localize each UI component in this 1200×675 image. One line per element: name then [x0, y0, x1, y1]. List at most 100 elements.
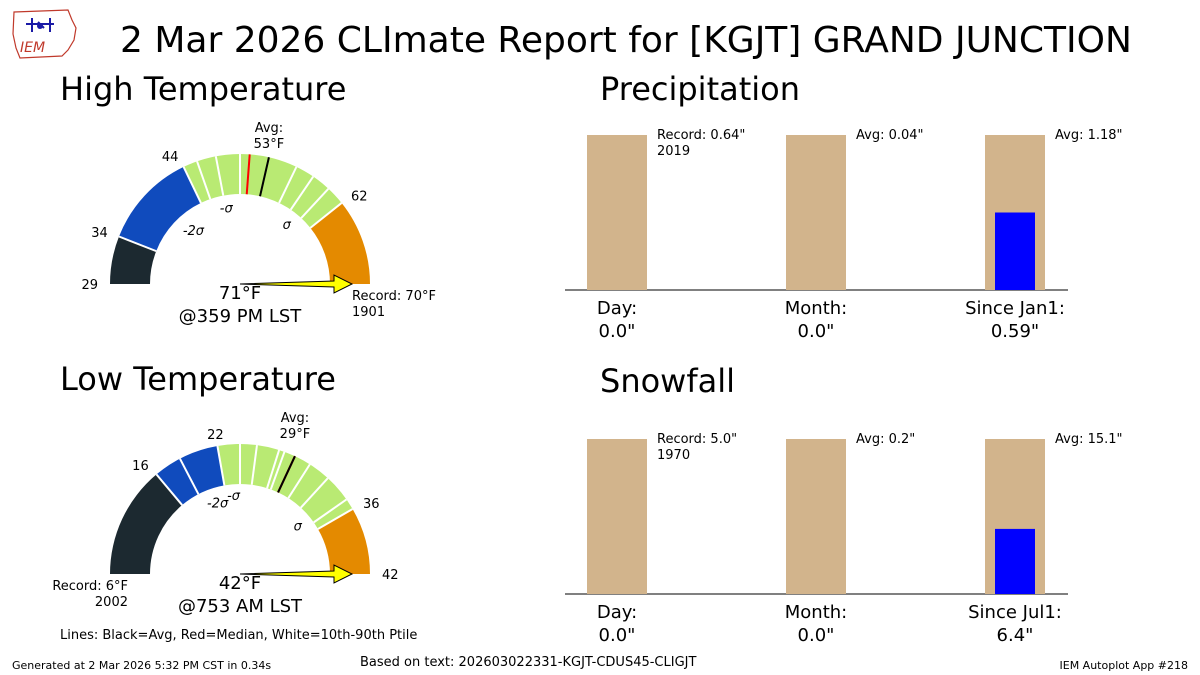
record-year: 2002	[95, 595, 128, 610]
bar-category-label: Day:	[597, 298, 637, 319]
observed-arrow-icon	[239, 564, 354, 584]
bar-category-label: Month:	[785, 602, 847, 623]
gauge-band-orange	[317, 509, 370, 574]
band-separator	[118, 235, 157, 253]
bar-category-label: Since Jul1:	[968, 602, 1062, 623]
record-label: Record: 70°F	[352, 289, 436, 304]
sigma-label: -2σ	[207, 496, 229, 511]
observed-value: 42°F	[219, 573, 261, 594]
band-separator	[216, 445, 226, 486]
bar-value-label: 6.4"	[997, 625, 1034, 646]
iem-logo: IEM	[12, 9, 77, 59]
logo-text: IEM	[20, 40, 45, 56]
percentile-line	[214, 156, 225, 196]
percentile-line	[289, 176, 315, 211]
low-temp-title: Low Temperature	[60, 360, 336, 398]
sigma-label: -σ	[227, 489, 241, 504]
bar-category-label: Since Jan1:	[965, 298, 1065, 319]
bar-annotation-year: 1970	[657, 448, 690, 463]
band-separator	[309, 202, 343, 229]
bar-value-label: 0.0"	[798, 321, 835, 342]
gauge-band-green	[217, 444, 353, 529]
avg-line	[277, 455, 296, 493]
percentile-line	[250, 444, 258, 485]
bar-value-label: 0.59"	[991, 321, 1039, 342]
bar-category-label: Day:	[597, 602, 637, 623]
gauge-tick-label: 42	[382, 568, 399, 583]
iowa-outline-icon	[12, 9, 77, 59]
gauge-band-blue	[118, 166, 201, 252]
observed-arrow-icon	[239, 274, 354, 294]
gauge-band-blue	[156, 445, 225, 506]
gauge-band-orange	[310, 202, 370, 284]
gauge-tick-label: 29	[81, 278, 98, 293]
bar-normal	[786, 439, 846, 594]
percentile-line	[269, 451, 286, 490]
bar-observed	[995, 212, 1035, 290]
sigma-label: -σ	[220, 202, 234, 217]
avg-label: Avg:	[255, 121, 283, 136]
avg-label: Avg:	[281, 411, 309, 426]
band-separator	[182, 166, 202, 204]
percentile-line	[179, 458, 200, 495]
observed-time: @753 AM LST	[178, 596, 303, 617]
gauge-tick-label: 16	[132, 459, 149, 474]
percentile-line	[266, 449, 281, 489]
observed-time: @359 PM LST	[179, 306, 303, 327]
percentile-line	[300, 188, 330, 219]
gauge-band-dark	[110, 236, 157, 284]
bar-value-label: 0.0"	[599, 321, 636, 342]
bar-annotation: Avg: 0.2"	[856, 432, 915, 447]
gauge-tick-label: 22	[207, 428, 224, 443]
bar-annotation: Avg: 1.18"	[1055, 128, 1123, 143]
bar-value-label: 0.0"	[599, 625, 636, 646]
sigma-label: σ	[283, 218, 292, 233]
record-label: Record: 6°F	[52, 579, 128, 594]
band-separator	[155, 473, 183, 506]
percentile-line	[278, 166, 298, 204]
bar-normal	[587, 439, 647, 594]
observed-value: 71°F	[219, 283, 261, 304]
bar-category-label: Month:	[785, 298, 847, 319]
precip-title: Precipitation	[600, 70, 801, 108]
gauge-tick-label: 62	[351, 189, 368, 204]
low-temp-gauge: 16 22 36 42 -2σ-σ σ Avg:29°F 42°F@753 AM LST Rec…	[52, 411, 398, 617]
gauge-tick-label: 44	[162, 150, 179, 165]
based-on-text: Based on text: 202603022331-KGJT-CDUS45-…	[360, 655, 697, 670]
avg-line	[259, 157, 270, 197]
percentile-line	[300, 477, 329, 509]
high-temp-gauge: 29 34 44 62 -2σ -σ σ Avg:53°F 71°F@359 PM LST Rec…	[81, 121, 436, 327]
generated-timestamp: Generated at 2 Mar 2026 5:32 PM CST in 0…	[12, 659, 272, 672]
bar-normal	[587, 135, 647, 290]
bar-annotation: Avg: 0.04"	[856, 128, 924, 143]
bar-annotation: Record: 5.0"	[657, 432, 737, 447]
avg-value: 29°F	[280, 427, 311, 442]
avg-value: 53°F	[254, 137, 285, 152]
record-year: 1901	[352, 305, 385, 320]
gauge-tick-label: 36	[363, 497, 380, 512]
high-temp-title: High Temperature	[60, 70, 347, 108]
page-title: 2 Mar 2026 CLImate Report for [KGJT] GRA…	[120, 20, 1132, 61]
snow-title: Snowfall	[600, 362, 735, 400]
percentile-line	[313, 498, 348, 524]
sigma-label: -2σ	[183, 224, 205, 239]
bar-value-label: 0.0"	[798, 625, 835, 646]
percentile-line	[287, 463, 311, 499]
bar-normal	[786, 135, 846, 290]
band-separator	[317, 508, 354, 530]
median-line	[245, 154, 251, 195]
gauge-tick-label: 34	[91, 226, 108, 241]
sigma-label: σ	[294, 520, 303, 535]
lines-legend: Lines: Black=Avg, Red=Median, White=10th…	[60, 628, 418, 643]
bar-annotation: Record: 0.64"	[657, 128, 745, 143]
gauge-band-dark	[110, 474, 183, 574]
bar-observed	[995, 528, 1035, 594]
gauge-band-green	[183, 154, 342, 228]
bar-annotation: Avg: 15.1"	[1055, 432, 1123, 447]
autoplot-app-id: IEM Autoplot App #218	[1059, 659, 1189, 672]
percentile-line	[196, 160, 212, 200]
bar-annotation-year: 2019	[657, 144, 690, 159]
